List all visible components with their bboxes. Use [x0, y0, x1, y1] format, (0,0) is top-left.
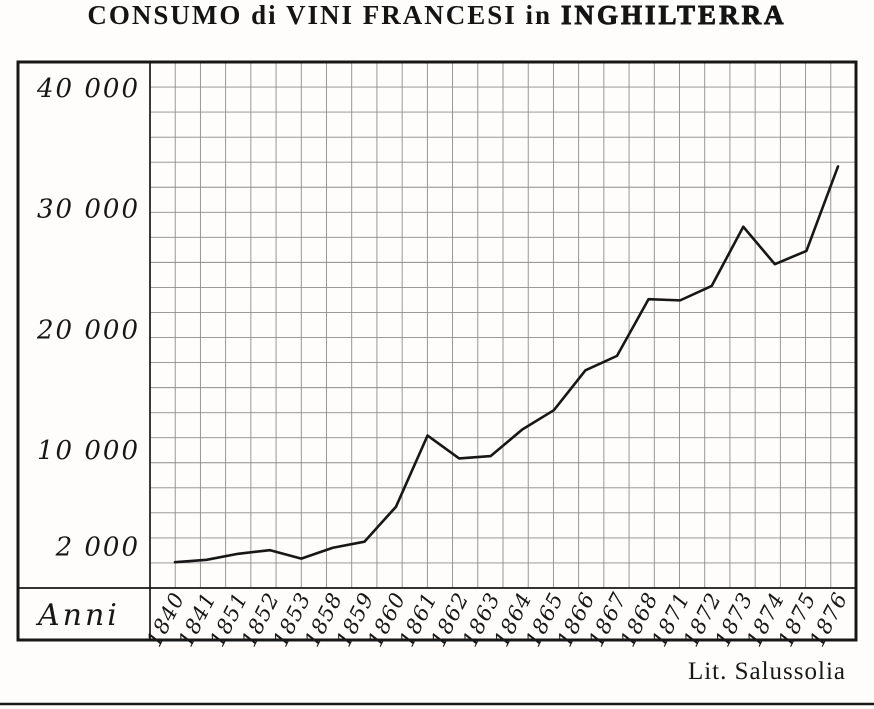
y-axis-tick-label: 30 000	[37, 195, 140, 225]
y-axis-tick-label: 20 000	[36, 315, 140, 345]
grid-lines	[150, 62, 856, 588]
chart-title-emphasis: INGHILTERRA	[561, 0, 787, 30]
y-axis-tick-label: 40 000	[36, 74, 140, 104]
chart-border	[16, 60, 858, 642]
data-line	[173, 165, 840, 564]
y-axis-tick-label: 10 000	[37, 436, 140, 466]
x-axis-title: Anni	[38, 598, 120, 633]
lithographer-credit: Lit. Salussolia	[687, 658, 846, 685]
y-axis-tick-label: 2 000	[55, 533, 140, 563]
chart-title: CONSUMO di VINI FRANCESI in INGHILTERRA	[0, 0, 874, 31]
chart-title-main: CONSUMO di VINI FRANCESI in	[87, 0, 552, 30]
